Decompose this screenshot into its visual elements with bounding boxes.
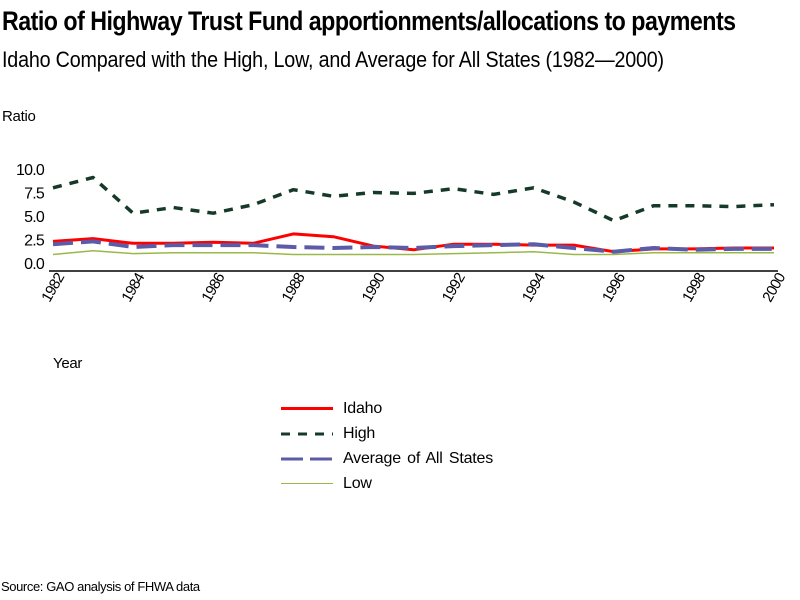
x-tick-label: 1996	[599, 270, 629, 305]
legend-item-high: High	[281, 421, 493, 446]
legend-swatch-high	[281, 432, 333, 435]
x-tick-label: 1998	[679, 270, 709, 305]
chart-subtitle: Idaho Compared with the High, Low, and A…	[2, 47, 664, 72]
legend-item-idaho: Idaho	[281, 396, 493, 421]
x-tick-label: 1984	[118, 270, 148, 305]
legend-swatch-low	[281, 483, 333, 484]
legend-label-average: Average of All States	[343, 449, 494, 467]
y-tick-label: 7.5	[24, 186, 45, 203]
y-tick-label: 5.0	[24, 209, 45, 226]
x-axis-label: Year	[53, 355, 83, 372]
x-tick-label: 2000	[759, 270, 789, 305]
legend-label-low: Low	[343, 474, 372, 492]
x-tick-label: 1986	[198, 270, 228, 305]
series-line-idaho	[52, 232, 774, 254]
legend: Idaho High Average of All States Low	[281, 396, 493, 496]
legend-label-idaho: Idaho	[343, 399, 383, 417]
y-tick-label: 0.0	[24, 256, 45, 273]
x-axis-ticks: 1982 1984 1986 1988 1990 1992 1994 1996 1998 2000	[38, 270, 789, 305]
series-line-average-of-all-states	[52, 239, 774, 254]
legend-item-low: Low	[281, 471, 493, 496]
y-axis-label: Ratio	[2, 108, 36, 125]
legend-swatch-idaho	[281, 407, 333, 410]
chart-title: Ratio of Highway Trust Fund apportionmen…	[2, 6, 736, 36]
y-tick-label: 10.0	[16, 162, 45, 179]
x-tick-label: 1994	[519, 270, 549, 305]
series-lines	[52, 175, 775, 256]
series-line-low	[52, 250, 774, 256]
x-tick-label: 1990	[359, 270, 389, 305]
x-tick-label: 1992	[439, 270, 469, 305]
y-axis-ticks: 0.0 2.5 5.0 7.5 10.0	[16, 162, 46, 273]
legend-swatch-average	[281, 457, 333, 460]
legend-label-high: High	[343, 424, 376, 442]
x-tick-label: 1988	[279, 270, 309, 305]
y-tick-label: 2.5	[24, 233, 45, 250]
legend-item-average: Average of All States	[281, 446, 493, 471]
x-tick-label: 1982	[38, 270, 68, 305]
series-line-high	[52, 175, 775, 223]
source-note: Source: GAO analysis of FHWA data	[1, 579, 200, 594]
